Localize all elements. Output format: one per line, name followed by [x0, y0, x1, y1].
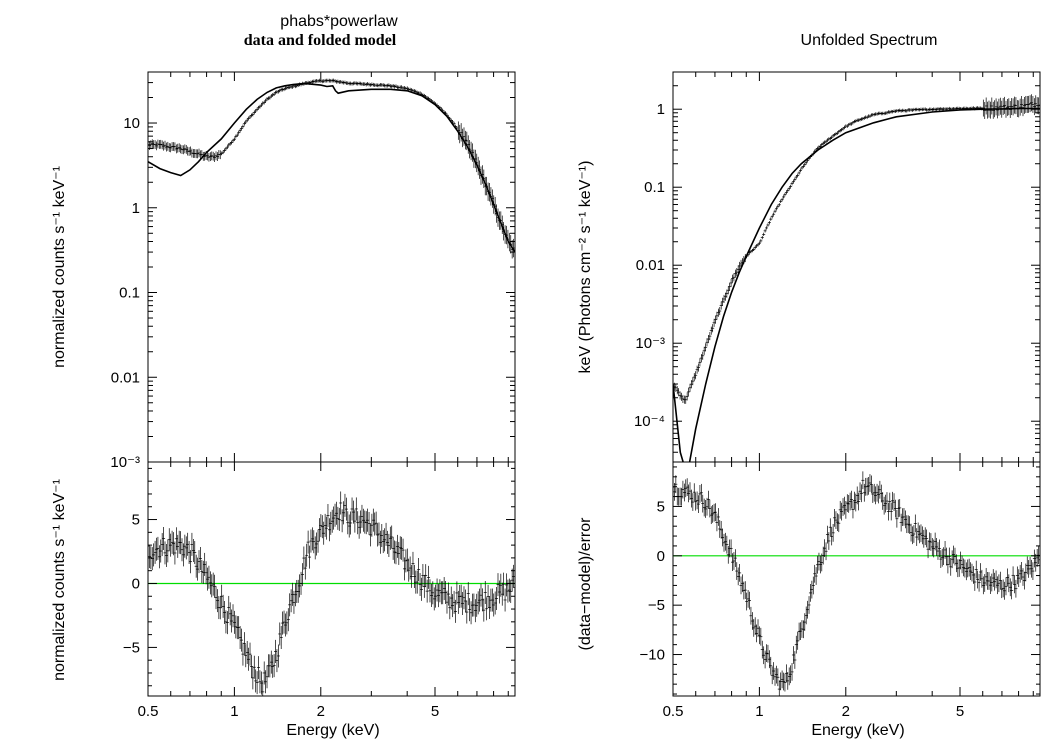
x-tick-label: 5 [956, 703, 964, 720]
y-tick-label: 1 [657, 101, 665, 118]
y-tick-label: 5 [132, 512, 140, 529]
plot-area [673, 94, 1040, 462]
right-xlabel: Energy (keV) [811, 722, 904, 739]
x-tick-label: 1 [230, 703, 238, 720]
x-tick-label: 5 [431, 703, 439, 720]
plot-frame [672, 71, 1041, 463]
right-chart-title: Unfolded Spectrum [801, 32, 938, 49]
left-chart-subtitle: data and folded model [244, 32, 397, 49]
y-tick-label: −5 [123, 639, 140, 656]
y-tick-label: 10⁻⁴ [634, 413, 665, 430]
left-xlabel: Energy (keV) [286, 722, 379, 739]
y-tick-label: 0 [132, 575, 140, 592]
y-tick-label: 10⁻³ [635, 335, 665, 352]
x-tick-label: 0.5 [663, 703, 684, 720]
plot-area [673, 471, 1040, 696]
plot-frame [672, 461, 1041, 697]
data-points [148, 78, 515, 260]
data-points [673, 94, 1040, 404]
panel-right-residuals: 0.5 1 2 5 −10 −5 0 5 [640, 461, 1041, 720]
plot-area [148, 491, 515, 696]
y-tick-label: 0 [657, 548, 665, 565]
y-tick-label: 1 [132, 200, 140, 217]
top-right-ylabel: keV (Photons cm⁻² s⁻¹ keV⁻¹) [577, 161, 594, 374]
data-points [673, 471, 1040, 696]
y-tick-label: −10 [640, 647, 665, 664]
panel-unfolded-spectrum: 10⁻⁴ 10⁻³ 0.01 0.1 1 [634, 71, 1041, 463]
panel-data-folded-model: 10⁻³ 0.01 0.1 1 10 [110, 71, 516, 471]
x-tick-label: 0.5 [138, 703, 159, 720]
y-tick-label: 0.1 [119, 285, 140, 302]
y-tick-label: 0.01 [636, 257, 665, 274]
x-tick-label: 1 [755, 703, 763, 720]
left-chart-title: phabs*powerlaw [280, 13, 398, 30]
x-tick-label: 2 [317, 703, 325, 720]
x-tick-label: 2 [842, 703, 850, 720]
y-tick-label: 0.01 [111, 369, 140, 386]
y-tick-label: −5 [648, 597, 665, 614]
bottom-right-ylabel: (data−model)/error [577, 517, 594, 651]
data-points [148, 491, 515, 696]
y-tick-label: 0.1 [644, 179, 665, 196]
y-tick-label: 10⁻³ [110, 454, 140, 471]
panel-left-residuals: 0.5 1 2 5 −5 0 5 [123, 461, 516, 720]
y-tick-label: 10 [123, 115, 140, 132]
model-curve [148, 83, 515, 253]
top-left-ylabel: normalized counts s⁻¹ keV⁻¹ [51, 166, 68, 368]
plot-area [148, 78, 515, 260]
model-curve [673, 107, 1040, 462]
y-tick-label: 5 [657, 498, 665, 515]
bottom-left-ylabel: normalized counts s⁻¹ keV⁻¹ [51, 479, 68, 681]
